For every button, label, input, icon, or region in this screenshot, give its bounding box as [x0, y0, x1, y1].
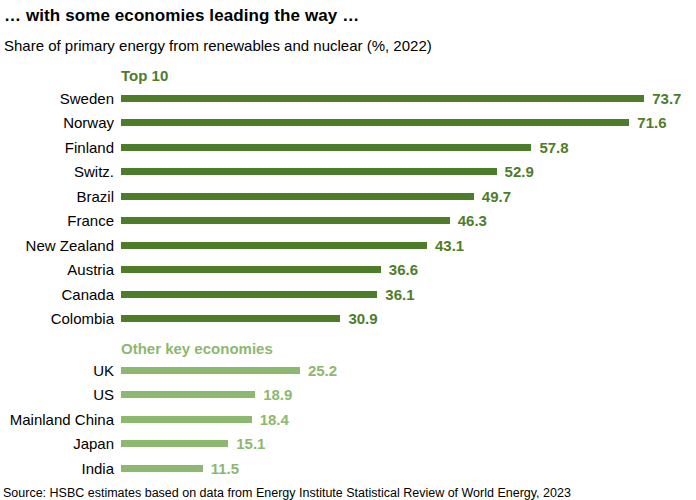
value-label: 43.1	[435, 237, 464, 254]
bar	[121, 291, 377, 298]
section-header-top10: Top 10	[121, 68, 696, 83]
bar	[121, 391, 255, 398]
bar	[121, 217, 450, 224]
bar-row: New Zealand 43.1	[4, 233, 696, 258]
country-label: Sweden	[4, 90, 121, 107]
value-label: 36.6	[389, 261, 418, 278]
other-section: UK 25.2 US 18.9 Mainland China 18.4 Japan 15.1 I…	[4, 358, 696, 481]
bar-row: Austria 36.6	[4, 258, 696, 283]
bar-row: Canada 36.1	[4, 282, 696, 307]
section-header-other: Other key economies	[121, 341, 696, 356]
source-note: Source: HSBC estimates based on data fro…	[3, 486, 696, 500]
value-label: 73.7	[652, 90, 681, 107]
bar-row: Brazil 49.7	[4, 184, 696, 209]
top10-section: Sweden 73.7 Norway 71.6 Finland 57.8 Switz. 52.…	[4, 86, 696, 331]
chart-subtitle: Share of primary energy from renewables …	[4, 37, 696, 55]
value-label: 52.9	[505, 163, 534, 180]
bar-row: Norway 71.6	[4, 111, 696, 136]
country-label: Canada	[4, 286, 121, 303]
value-label: 46.3	[458, 212, 487, 229]
bar-row: France 46.3	[4, 209, 696, 234]
value-label: 15.1	[236, 435, 265, 452]
bar-row: India 11.5	[4, 456, 696, 481]
country-label: Finland	[4, 139, 121, 156]
bar-row: Sweden 73.7	[4, 86, 696, 111]
country-label: US	[4, 386, 121, 403]
country-label: Colombia	[4, 310, 121, 327]
bar-row: Finland 57.8	[4, 135, 696, 160]
bar-row: Japan 15.1	[4, 432, 696, 457]
bar-row: Mainland China 18.4	[4, 407, 696, 432]
country-label: Norway	[4, 114, 121, 131]
chart-page: … with some economies leading the way … …	[0, 0, 696, 500]
bar	[121, 168, 497, 175]
chart-title: … with some economies leading the way …	[4, 6, 696, 26]
value-label: 36.1	[385, 286, 414, 303]
bar	[121, 193, 474, 200]
bar	[121, 119, 629, 126]
bar-row: Switz. 52.9	[4, 160, 696, 185]
country-label: UK	[4, 362, 121, 379]
bar-chart: Top 10 Sweden73.7Norway71.6Finland57.8Sw…	[4, 68, 696, 481]
value-label: 57.8	[539, 139, 568, 156]
bar-row: Colombia 30.9	[4, 307, 696, 332]
value-label: 71.6	[637, 114, 666, 131]
value-label: 11.5	[211, 460, 239, 477]
bar	[121, 416, 252, 423]
bar	[121, 242, 427, 249]
country-label: New Zealand	[4, 237, 121, 254]
bar	[121, 367, 300, 374]
country-label: Mainland China	[4, 411, 121, 428]
value-label: 25.2	[308, 362, 337, 379]
country-label: France	[4, 212, 121, 229]
bar-row: US 18.9	[4, 383, 696, 408]
bar	[121, 266, 381, 273]
value-label: 49.7	[482, 188, 511, 205]
country-label: Japan	[4, 435, 121, 452]
value-label: 30.9	[348, 310, 377, 327]
bar	[121, 144, 531, 151]
country-label: Brazil	[4, 188, 121, 205]
country-label: Austria	[4, 261, 121, 278]
country-label: Switz.	[4, 163, 121, 180]
bar	[121, 315, 340, 322]
bar-row: UK 25.2	[4, 358, 696, 383]
country-label: India	[4, 460, 121, 477]
bar	[121, 465, 203, 472]
value-label: 18.4	[260, 411, 289, 428]
value-label: 18.9	[263, 386, 292, 403]
bar	[121, 440, 228, 447]
bar	[121, 95, 644, 102]
